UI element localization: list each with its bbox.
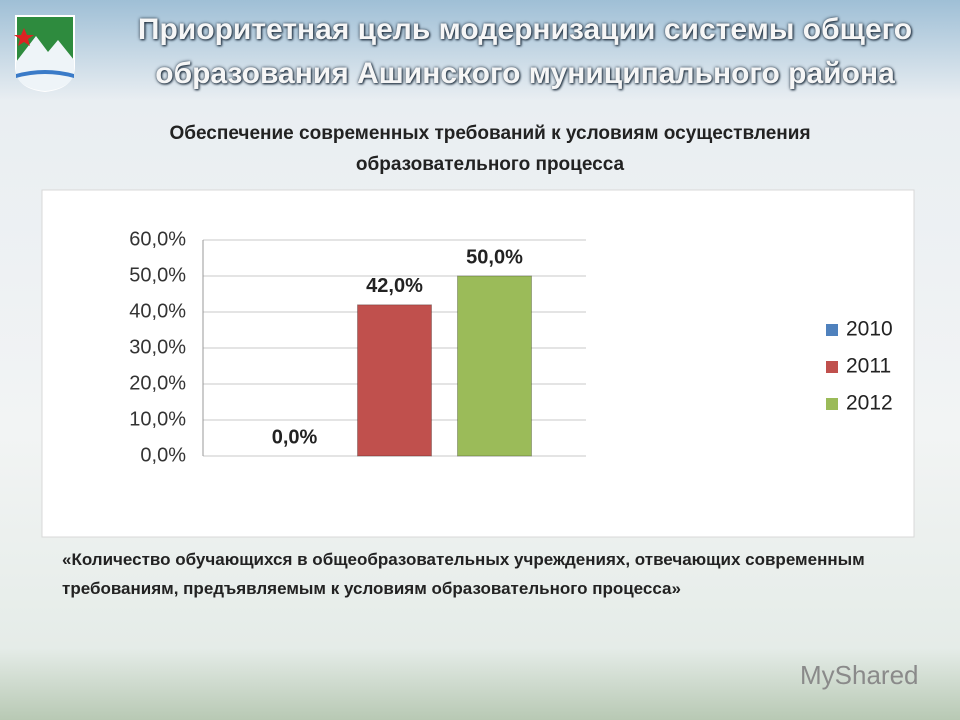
y-tick-label: 0,0%	[140, 444, 186, 466]
chart-title: Обеспечение современных требований к усл…	[169, 123, 811, 175]
watermark: MyShared	[800, 660, 919, 690]
y-tick-label: 40,0%	[129, 300, 186, 322]
footnote: «Количество обучающихся в общеобразовате…	[62, 550, 865, 598]
legend-swatch	[826, 361, 838, 373]
legend-swatch	[826, 324, 838, 336]
y-tick-label: 60,0%	[129, 228, 186, 250]
legend-label: 2010	[846, 318, 893, 341]
data-label: 42,0%	[366, 275, 423, 297]
data-label: 50,0%	[466, 246, 523, 268]
y-tick-label: 30,0%	[129, 336, 186, 358]
bar	[357, 304, 432, 457]
y-tick-label: 10,0%	[129, 408, 186, 430]
legend-swatch	[826, 398, 838, 410]
logo	[14, 15, 75, 92]
legend-label: 2012	[846, 392, 893, 415]
legend-label: 2011	[846, 355, 891, 378]
slide-title: Приоритетная цель модернизации системы о…	[137, 13, 913, 90]
data-label: 0,0%	[272, 426, 318, 448]
y-tick-label: 50,0%	[129, 264, 186, 286]
bar	[457, 275, 532, 457]
y-tick-label: 20,0%	[129, 372, 186, 394]
